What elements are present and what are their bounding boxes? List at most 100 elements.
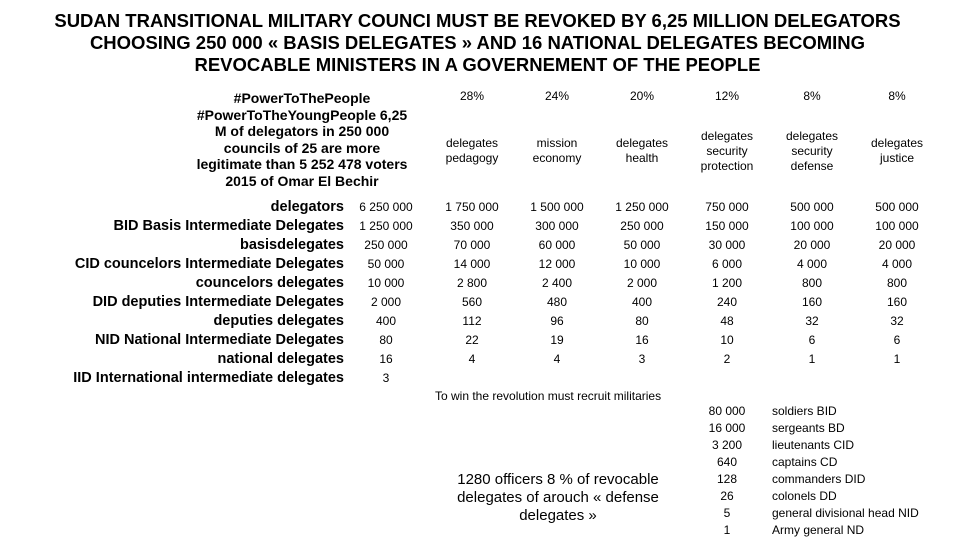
table-cell: 14 000 (453, 257, 491, 271)
column-header-line: mission (536, 136, 578, 150)
column-header-line: defense (790, 158, 834, 173)
table-cell: 1 500 000 (530, 200, 584, 214)
column-header-line: justice (879, 151, 914, 165)
table-cell: 800 (801, 276, 823, 290)
table-cell: 19 (550, 333, 564, 347)
table-cell: 3 (638, 352, 646, 366)
recruit-note: To win the revolution must recruit milit… (435, 389, 662, 403)
table-cell: 1 200 (711, 276, 743, 290)
military-rank: Army general ND (772, 523, 865, 537)
column-header: mission economy (516, 120, 598, 182)
column-header-line: pedagogy (445, 151, 499, 165)
table-cell: 2 400 (541, 276, 573, 290)
table-cell: 1 750 000 (445, 200, 499, 214)
table-cell: 20 000 (793, 238, 831, 252)
column-header: delegates health (601, 120, 683, 182)
military-rank: sergeants BD (772, 421, 845, 435)
row-label: BID Basis Intermediate Delegates (113, 218, 344, 234)
column-header: delegates pedagogy (431, 120, 513, 182)
military-rank: lieutenants CID (772, 438, 855, 452)
column-header-line: delegates (785, 128, 839, 143)
table-cell: 2 (723, 352, 731, 366)
column-header-line: delegates (870, 136, 924, 150)
row-total: 400 (375, 314, 397, 328)
table-cell: 560 (461, 295, 483, 309)
title-line: CHOOSING 250 000 « BASIS DELEGATES » AND… (89, 32, 866, 53)
military-rank: commanders DID (772, 472, 866, 486)
column-header-line: delegates (615, 136, 669, 150)
row-total: 6 250 000 (359, 200, 413, 214)
military-count: 16 000 (708, 421, 746, 435)
table-cell: 500 000 (875, 200, 919, 214)
table-cell: 100 000 (790, 219, 834, 233)
military-count: 3 200 (711, 438, 743, 452)
page-title: SUDAN TRANSITIONAL MILITARY COUNCI MUST … (0, 10, 955, 76)
column-header-line: economy (532, 151, 582, 165)
row-total: 16 (379, 352, 393, 366)
row-label: councelors delegates (195, 275, 344, 291)
military-count: 26 (720, 489, 734, 503)
row-total: 1 250 000 (359, 219, 413, 233)
title-line: SUDAN TRANSITIONAL MILITARY COUNCI MUST … (54, 10, 901, 31)
table-cell: 96 (550, 314, 564, 328)
military-count: 5 (723, 506, 731, 520)
intro-text: #PowerToThePeople #PowerToTheYoungPeople … (178, 90, 426, 189)
intro-line: legitimate than 5 252 478 voters (196, 156, 408, 172)
column-header: delegates security defense (771, 120, 853, 182)
military-rank: captains CD (772, 455, 838, 469)
column-header-line: health (625, 151, 659, 165)
table-cell: 16 (635, 333, 649, 347)
table-cell: 80 (635, 314, 649, 328)
table-cell: 1 (893, 352, 901, 366)
row-label: CID councelors Intermediate Delegates (74, 256, 344, 272)
table-cell: 160 (886, 295, 908, 309)
row-label: delegators (270, 199, 344, 215)
intro-line: councils of 25 are more (223, 139, 381, 156)
row-total: 80 (379, 333, 393, 347)
military-rank: colonels DD (772, 489, 837, 503)
table-cell: 1 250 000 (615, 200, 669, 214)
column-header-line: protection (700, 158, 754, 173)
column-header: delegates security protection (686, 120, 768, 182)
military-count: 1 (723, 523, 731, 537)
row-label: deputies delegates (213, 313, 344, 329)
intro-line: #PowerToTheYoungPeople 6,25 (196, 106, 408, 123)
table-cell: 10 (720, 333, 734, 347)
table-cell: 20 000 (878, 238, 916, 252)
table-cell: 32 (805, 314, 819, 328)
row-total: 50 000 (367, 257, 405, 271)
officers-note: 1280 officers 8 % of revocable delegates… (457, 471, 659, 524)
table-cell: 750 000 (705, 200, 749, 214)
row-label: NID National Intermediate Delegates (95, 332, 344, 348)
table-cell: 100 000 (875, 219, 919, 233)
table-cell: 2 800 (456, 276, 488, 290)
table-cell: 400 (631, 295, 653, 309)
row-total: 3 (382, 371, 390, 385)
table-cell: 1 (808, 352, 816, 366)
table-cell: 4 (553, 352, 561, 366)
table-cell: 4 000 (881, 257, 913, 271)
column-header-line: delegates (700, 128, 754, 143)
column-percent: 24% (544, 89, 570, 103)
table-cell: 48 (720, 314, 734, 328)
column-header-line: delegates (445, 136, 499, 150)
intro-line: 2015 of Omar El Bechir (225, 172, 379, 189)
military-rank: soldiers BID (772, 404, 837, 418)
table-cell: 2 000 (626, 276, 658, 290)
table-cell: 4 000 (796, 257, 828, 271)
military-rank: general divisional head NID (772, 506, 919, 520)
table-cell: 30 000 (708, 238, 746, 252)
row-total: 250 000 (364, 238, 408, 252)
column-percent: 8% (803, 89, 821, 103)
row-label: IID International intermediate delegates (73, 370, 344, 386)
row-label: national delegates (217, 351, 344, 367)
table-cell: 800 (886, 276, 908, 290)
column-percent: 20% (629, 89, 655, 103)
intro-line: #PowerToThePeople (233, 90, 371, 106)
table-cell: 12 000 (538, 257, 576, 271)
table-cell: 112 (462, 314, 482, 328)
table-cell: 50 000 (623, 238, 661, 252)
table-cell: 32 (890, 314, 904, 328)
column-header-line: security (791, 143, 833, 158)
row-label: DID deputies Intermediate Delegates (92, 294, 344, 310)
